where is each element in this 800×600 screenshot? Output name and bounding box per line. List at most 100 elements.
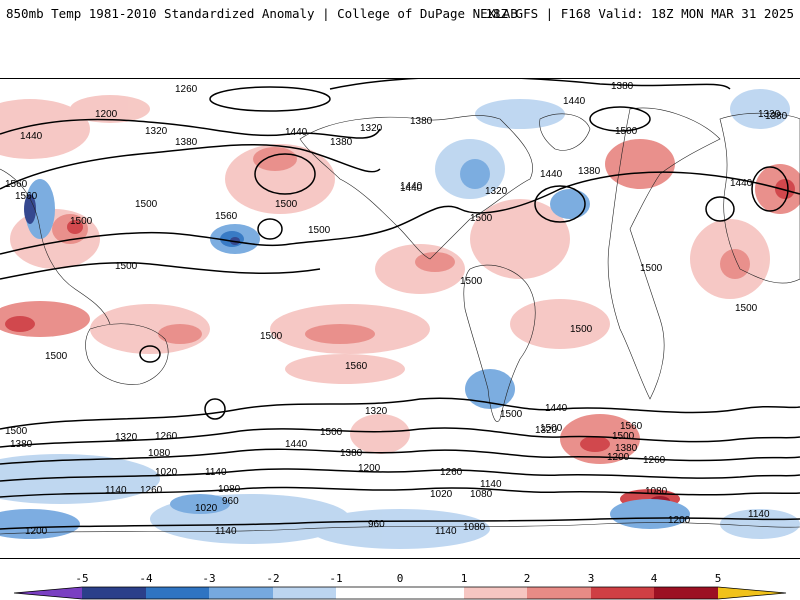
contour-label: 1380 xyxy=(340,448,363,459)
contour-label: 1260 xyxy=(440,467,463,478)
contour-label: 1560 xyxy=(215,211,238,222)
cold-anomaly-area xyxy=(310,509,490,549)
warm-anomaly-area xyxy=(67,220,83,234)
colorbar-arrow-right xyxy=(718,587,786,599)
contour-label: 1440 xyxy=(545,403,568,414)
greenland-coast xyxy=(539,113,591,151)
contour-label: 1260 xyxy=(140,485,163,496)
warm-anomaly-area xyxy=(605,139,675,189)
colorbar-tick-label: 5 xyxy=(714,572,722,585)
contour-label: 1440 xyxy=(540,169,563,180)
colorbar-tick-label: -2 xyxy=(266,572,280,585)
contour-label: 1440 xyxy=(285,439,308,450)
contour-line xyxy=(0,261,321,280)
contour-label: 1200 xyxy=(668,515,691,526)
contour-label: 1500 xyxy=(308,225,331,236)
south-america-coast xyxy=(463,264,536,422)
colorbar-tick-label: -3 xyxy=(202,572,216,585)
contour-label: 1380 xyxy=(10,439,33,450)
contour-label: 1500 xyxy=(320,427,343,438)
colorbar-tick-label: -1 xyxy=(329,572,343,585)
colorbar-swatch xyxy=(336,587,464,599)
contour-label: 1380 xyxy=(615,443,638,454)
contour-label: 1380 xyxy=(175,137,198,148)
contour-label: 1080 xyxy=(463,522,486,533)
warm-anomaly-area xyxy=(580,436,610,452)
warm-anomaly-area xyxy=(5,316,35,332)
colorbar-tick-label: 1 xyxy=(460,572,468,585)
contour-label: 1500 xyxy=(540,423,563,434)
antarctica-coast xyxy=(0,522,800,535)
contour-line xyxy=(0,171,800,255)
contour-label: 1200 xyxy=(607,452,630,463)
cold-anomaly-area xyxy=(460,159,490,189)
map-header: 850mb Temp 1981-2010 Standardized Anomal… xyxy=(0,0,800,26)
contour-label: 1500 xyxy=(615,126,638,137)
contour-label: 1260 xyxy=(643,455,666,466)
anomaly-shading xyxy=(0,89,800,549)
contour-label: 1560 xyxy=(15,191,38,202)
contour-label: 1500 xyxy=(5,426,28,437)
contour-label: 1200 xyxy=(95,109,118,120)
contour-label: 1500 xyxy=(275,199,298,210)
contour-label: 1440 xyxy=(400,183,423,194)
contour-label: 1380 xyxy=(410,116,433,127)
cold-anomaly-area xyxy=(730,89,790,129)
contour-label: 1440 xyxy=(563,96,586,107)
australia-coast xyxy=(85,323,169,385)
colorbar-swatch xyxy=(464,587,527,599)
contour-label: 1080 xyxy=(645,486,668,497)
colorbar-arrow-left xyxy=(14,587,82,599)
contour-label: 1320 xyxy=(360,123,383,134)
colorbar-swatch xyxy=(209,587,273,599)
asia-coast xyxy=(719,112,800,284)
warm-anomaly-area xyxy=(70,95,150,123)
contour-label: 1560 xyxy=(5,179,28,190)
contour-label: 1200 xyxy=(25,526,48,537)
contour-label: 1200 xyxy=(358,463,381,474)
cold-anomaly-area xyxy=(465,369,515,409)
cold-anomaly-area xyxy=(610,499,690,529)
contour-label: 1380 xyxy=(611,81,634,92)
colorbar-swatch xyxy=(527,587,591,599)
contour-label: 1500 xyxy=(260,331,283,342)
warm-anomaly-area xyxy=(0,99,90,159)
warm-anomaly-area xyxy=(720,249,750,279)
contour-label: 1500 xyxy=(460,276,483,287)
colorbar-tick-label: 3 xyxy=(587,572,595,585)
contour-closed xyxy=(139,345,161,363)
warm-anomaly-area xyxy=(253,147,297,171)
contour-label: 1500 xyxy=(570,324,593,335)
contour-label: 1320 xyxy=(145,126,168,137)
colorbar-tick-label: 0 xyxy=(396,572,404,585)
contour-label: 1440 xyxy=(730,178,753,189)
contour-label: 1260 xyxy=(175,84,198,95)
contour-label: 1440 xyxy=(20,131,43,142)
colorbar: -5 -4 -3 -2 -1 0 1 2 3 4 5 xyxy=(0,572,800,600)
contour-closed xyxy=(534,185,586,223)
colorbar-tick-label: 2 xyxy=(523,572,531,585)
warm-anomaly-area xyxy=(415,252,455,272)
europe-africa-coast xyxy=(607,107,721,400)
contour-label: 1500 xyxy=(70,216,93,227)
contour-labels: 1320 1260 1200 1440 1380 1380 1320 1440 … xyxy=(5,81,788,537)
contour-label: 1320 xyxy=(115,432,138,443)
contour-label: 1020 xyxy=(430,489,453,500)
contour-line xyxy=(0,468,800,482)
colorbar-outline xyxy=(13,586,787,600)
contour-label: 1500 xyxy=(45,351,68,362)
contour-label: 960 xyxy=(222,496,239,507)
warm-anomaly-area xyxy=(775,179,795,199)
contour-label: 1320 xyxy=(365,406,388,417)
colorbar-swatch xyxy=(591,587,654,599)
warm-anomaly-area xyxy=(305,324,375,344)
colorbar-swatch xyxy=(273,587,336,599)
contour-label: 1380 xyxy=(765,111,788,122)
warm-anomaly-area xyxy=(510,299,610,349)
colorbar-swatch xyxy=(654,587,718,599)
colorbar-tick-label: 4 xyxy=(650,572,658,585)
contour-line xyxy=(0,118,381,139)
colorbar-tick-label: -5 xyxy=(75,572,89,585)
contour-closed xyxy=(751,166,789,212)
contour-label: 1440 xyxy=(400,181,423,192)
